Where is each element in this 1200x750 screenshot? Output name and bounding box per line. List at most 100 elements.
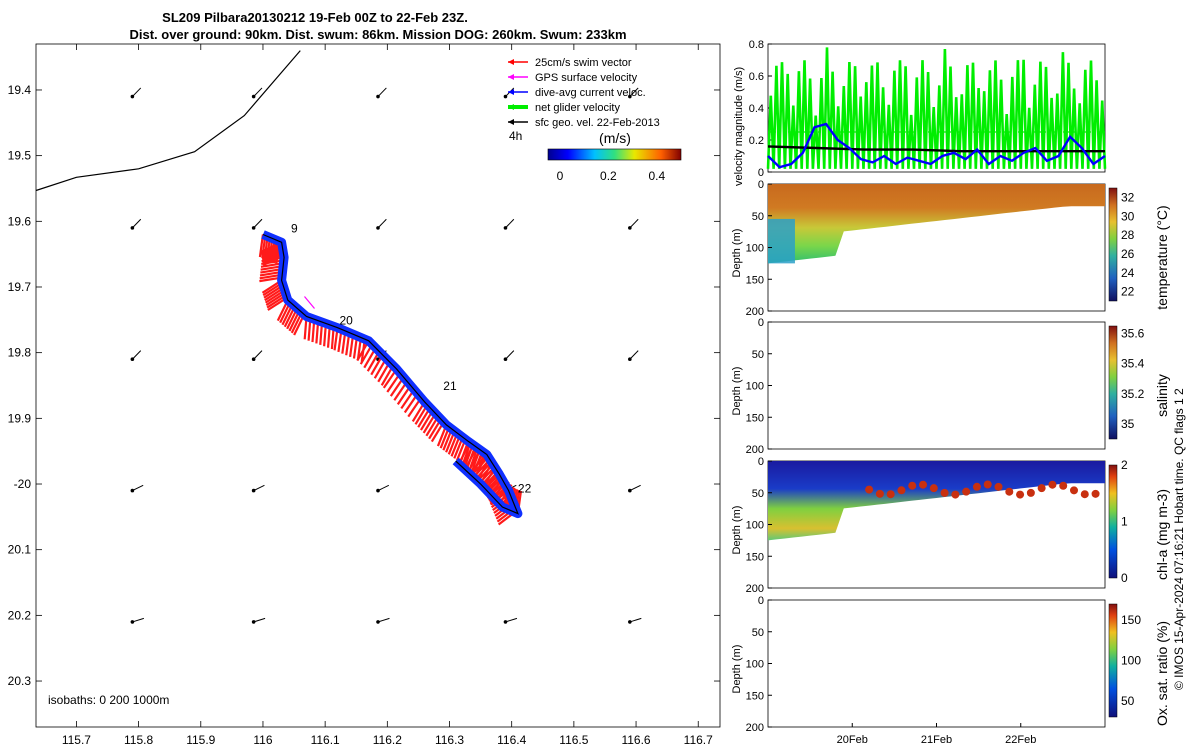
arrow-head xyxy=(503,620,508,624)
arrow-head xyxy=(130,620,135,624)
legend: 25cm/s swim vector GPS surface velocity di… xyxy=(508,57,660,129)
legend-arrowhead xyxy=(508,104,514,110)
temperature-y-tick-label: 200 xyxy=(746,306,764,318)
oxygen-colorbar-tick-label: 100 xyxy=(1121,654,1141,668)
temperature-colorbar-tick-label: 22 xyxy=(1121,285,1135,299)
day-label: 22 xyxy=(518,482,532,496)
salinity-y-tick-label: 50 xyxy=(752,349,764,361)
arrow-head xyxy=(628,357,632,362)
legend-entry: dive-avg current veloc. xyxy=(535,87,646,99)
legend-arrowhead xyxy=(508,74,514,80)
chla-colorbar-label: chl-a (mg m-3) xyxy=(1154,489,1170,580)
arrow-shaft xyxy=(377,87,387,97)
chla-max-point xyxy=(1069,486,1078,495)
temperature-colorbar-tick-label: 26 xyxy=(1121,247,1135,261)
temperature-colorbar-tick-label: 32 xyxy=(1121,190,1135,204)
salinity-panel-box xyxy=(767,321,1106,450)
credit-text: © IMOS 15-Apr-2024 07:16:21 Hobart time.… xyxy=(1172,388,1186,690)
day-label: 9 xyxy=(291,221,298,235)
salinity-colorbar-label: salinity xyxy=(1154,374,1170,417)
map-panel: 115.7 115.8 115.9 116 116.1 116.2 116.3 116.4 11… xyxy=(8,43,721,747)
time-x-tick-label: 21Feb xyxy=(921,734,952,746)
chla-max-point xyxy=(919,480,928,489)
legend-entry: net glider velocity xyxy=(535,102,620,114)
map-axes-box xyxy=(35,43,721,728)
chla-max-point xyxy=(1048,480,1057,489)
map-y-tick-label: 20.2 xyxy=(8,608,32,622)
colorbar-tick-label: 0.4 xyxy=(648,169,665,183)
title-line1: SL209 Pilbara20130212 19-Feb 00Z to 22-F… xyxy=(162,10,468,25)
chla-max-point xyxy=(1037,484,1046,493)
day-label: 20 xyxy=(339,313,353,327)
glider-path xyxy=(262,233,520,515)
arrow-shaft xyxy=(377,218,387,229)
chla-max-point xyxy=(886,490,895,499)
arrow-shaft xyxy=(253,617,266,623)
arrow-shaft xyxy=(629,484,641,492)
temperature-y-tick-label: 50 xyxy=(752,211,764,223)
chla-y-tick-label: 200 xyxy=(746,583,764,595)
map-y-tick-label: -20 xyxy=(14,477,32,491)
salinity-colorbar-tick-label: 35.2 xyxy=(1121,387,1145,401)
map-y-tick-label: 20.1 xyxy=(8,543,32,557)
oxygen-y-label: Depth (m) xyxy=(731,645,743,694)
map-x-tick-label: 115.8 xyxy=(124,733,153,747)
temperature-field xyxy=(768,184,1105,264)
oxygen-colorbar-label: Ox. sat. ratio (%) xyxy=(1154,621,1170,726)
chla-max-point xyxy=(1080,490,1089,499)
arrow-shaft xyxy=(505,617,518,623)
arrow-head xyxy=(251,94,256,99)
salinity-panel: 0 50 100 150 200 Depth (m) 35 35.2 35.4 35.6 salin… xyxy=(731,317,1170,456)
chla-max-point xyxy=(1005,487,1014,496)
temperature-colorbar-tick-label: 24 xyxy=(1121,266,1135,280)
arrow-head xyxy=(628,94,632,99)
salinity-colorbar-tick-label: 35.4 xyxy=(1121,357,1145,371)
map-x-tick-label: 116.4 xyxy=(497,733,526,747)
velocity-y-tick-label: 0.8 xyxy=(749,39,764,51)
arrow-shaft xyxy=(505,218,515,229)
arrow-head xyxy=(503,94,508,99)
oxygen-y-tick-label: 0 xyxy=(758,595,764,607)
velocity-panel: 0 0.2 0.4 0.6 0.8 velocity magnitude (m/s) xyxy=(733,39,1107,186)
arrow-head xyxy=(130,94,135,99)
legend-entry: 25cm/s swim vector xyxy=(535,57,632,69)
arrow-head xyxy=(130,357,135,362)
arrow-head xyxy=(130,226,135,230)
arrow-shaft xyxy=(132,617,144,623)
legend-arrowhead xyxy=(508,119,514,125)
colorbar-tick-label: 0.2 xyxy=(600,169,617,183)
velocity-y-tick-label: 0.4 xyxy=(749,103,764,115)
speed-colorbar xyxy=(547,148,682,161)
legend-arrowhead xyxy=(508,89,514,95)
salinity-y-tick-label: 200 xyxy=(746,444,764,456)
salinity-colorbar-tick-label: 35.6 xyxy=(1121,327,1145,341)
temperature-colorbar-tick-label: 30 xyxy=(1121,209,1135,223)
arrow-shaft xyxy=(253,484,265,492)
chla-y-label: Depth (m) xyxy=(731,506,743,555)
oxygen-colorbar xyxy=(1108,603,1118,718)
coastline xyxy=(35,50,301,192)
map-y-tick-label: 19.5 xyxy=(8,149,32,163)
arrow-shaft xyxy=(253,218,263,229)
scale-label: 4h xyxy=(509,129,522,143)
chla-panel: 0 50 100 150 200 Depth (m) 0 1 2 chl-a (mg m-3) xyxy=(731,456,1170,595)
chla-max-point xyxy=(865,485,874,494)
temperature-y-tick-label: 100 xyxy=(746,243,764,255)
arrow-head xyxy=(251,357,256,362)
arrow-head xyxy=(251,226,256,230)
map-x-tick-label: 116.2 xyxy=(373,733,402,747)
arrow-head xyxy=(376,226,380,230)
legend-arrowhead xyxy=(508,59,514,65)
map-x-tick-label: 115.7 xyxy=(62,733,91,747)
arrow-head xyxy=(628,620,632,624)
map-y-tick-label: 19.9 xyxy=(8,411,32,425)
arrow-shaft xyxy=(132,87,142,97)
arrow-shaft xyxy=(505,350,515,360)
legend-entry: GPS surface velocity xyxy=(535,72,638,84)
glider-track xyxy=(258,230,523,526)
temperature-y-tick-label: 150 xyxy=(746,274,764,286)
map-y-tick-label: 19.6 xyxy=(8,214,32,228)
oxygen-y-tick-label: 50 xyxy=(752,627,764,639)
arrow-head xyxy=(130,488,135,493)
